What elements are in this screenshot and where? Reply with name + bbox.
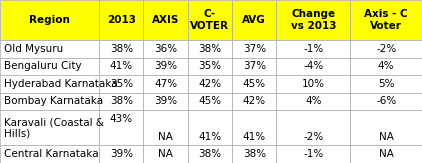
Text: -1%: -1% — [303, 44, 323, 54]
Text: Axis - C
Voter: Axis - C Voter — [364, 9, 408, 31]
Text: 38%: 38% — [243, 149, 266, 159]
Text: -2%: -2% — [376, 44, 396, 54]
Bar — [188, 75, 232, 93]
Text: 37%: 37% — [243, 61, 266, 71]
Text: 4%: 4% — [378, 61, 395, 71]
Bar — [99, 75, 143, 93]
Text: 39%: 39% — [154, 61, 177, 71]
Text: 39%: 39% — [154, 96, 177, 106]
Bar — [276, 93, 350, 110]
Text: -1%: -1% — [303, 149, 323, 159]
Bar — [232, 93, 276, 110]
Text: AVG: AVG — [242, 15, 266, 25]
Text: Central Karnataka: Central Karnataka — [4, 149, 99, 159]
Text: Karavali (Coastal &
Hills): Karavali (Coastal & Hills) — [4, 117, 104, 139]
Bar — [232, 75, 276, 93]
Bar — [143, 145, 188, 163]
Bar — [0, 93, 99, 110]
Bar — [350, 93, 422, 110]
Bar — [188, 93, 232, 110]
Bar — [99, 40, 143, 58]
Text: 4%: 4% — [305, 96, 322, 106]
Text: 41%: 41% — [243, 132, 266, 142]
Bar — [0, 0, 99, 40]
Bar — [350, 145, 422, 163]
Bar — [0, 40, 99, 58]
Bar — [143, 40, 188, 58]
Text: 38%: 38% — [110, 96, 133, 106]
Bar — [99, 145, 143, 163]
Text: 42%: 42% — [198, 79, 222, 89]
Text: 45%: 45% — [198, 96, 222, 106]
Bar — [276, 110, 350, 145]
Bar — [188, 110, 232, 145]
Bar — [276, 145, 350, 163]
Bar — [232, 0, 276, 40]
Bar — [350, 40, 422, 58]
Bar — [276, 58, 350, 75]
Bar — [143, 75, 188, 93]
Text: -4%: -4% — [303, 61, 323, 71]
Bar — [276, 40, 350, 58]
Text: C-
VOTER: C- VOTER — [190, 9, 230, 31]
Bar — [143, 93, 188, 110]
Bar — [0, 75, 99, 93]
Bar — [0, 145, 99, 163]
Bar — [232, 110, 276, 145]
Text: 38%: 38% — [110, 44, 133, 54]
Text: 47%: 47% — [154, 79, 177, 89]
Text: 2013: 2013 — [107, 15, 136, 25]
Text: -2%: -2% — [303, 132, 323, 142]
Text: 43%: 43% — [110, 114, 133, 124]
Text: AXIS: AXIS — [152, 15, 179, 25]
Text: Region: Region — [29, 15, 70, 25]
Text: NA: NA — [379, 132, 394, 142]
Text: Bombay Karnataka: Bombay Karnataka — [4, 96, 103, 106]
Text: 45%: 45% — [243, 79, 266, 89]
Bar — [276, 75, 350, 93]
Bar — [188, 145, 232, 163]
Bar — [143, 110, 188, 145]
Text: NA: NA — [379, 149, 394, 159]
Text: Bengaluru City: Bengaluru City — [4, 61, 82, 71]
Text: Old Mysuru: Old Mysuru — [4, 44, 63, 54]
Bar — [0, 110, 99, 145]
Bar — [99, 58, 143, 75]
Bar — [232, 145, 276, 163]
Bar — [350, 58, 422, 75]
Text: 42%: 42% — [243, 96, 266, 106]
Bar — [188, 40, 232, 58]
Bar — [232, 58, 276, 75]
Text: 38%: 38% — [198, 44, 222, 54]
Bar — [143, 58, 188, 75]
Text: 10%: 10% — [302, 79, 325, 89]
Bar — [350, 0, 422, 40]
Text: 35%: 35% — [110, 79, 133, 89]
Bar — [350, 110, 422, 145]
Bar — [99, 0, 143, 40]
Bar — [99, 110, 143, 145]
Bar — [143, 0, 188, 40]
Text: 41%: 41% — [110, 61, 133, 71]
Bar — [232, 40, 276, 58]
Text: NA: NA — [158, 132, 173, 142]
Text: 37%: 37% — [243, 44, 266, 54]
Bar — [188, 0, 232, 40]
Bar — [350, 75, 422, 93]
Bar — [0, 58, 99, 75]
Text: 38%: 38% — [198, 149, 222, 159]
Bar — [188, 58, 232, 75]
Text: Hyderabad Karnataka: Hyderabad Karnataka — [4, 79, 118, 89]
Bar — [99, 93, 143, 110]
Text: NA: NA — [158, 149, 173, 159]
Text: Change
vs 2013: Change vs 2013 — [291, 9, 336, 31]
Bar — [276, 0, 350, 40]
Text: 5%: 5% — [378, 79, 395, 89]
Text: 39%: 39% — [110, 149, 133, 159]
Text: 35%: 35% — [198, 61, 222, 71]
Text: 41%: 41% — [198, 132, 222, 142]
Text: 36%: 36% — [154, 44, 177, 54]
Text: -6%: -6% — [376, 96, 396, 106]
